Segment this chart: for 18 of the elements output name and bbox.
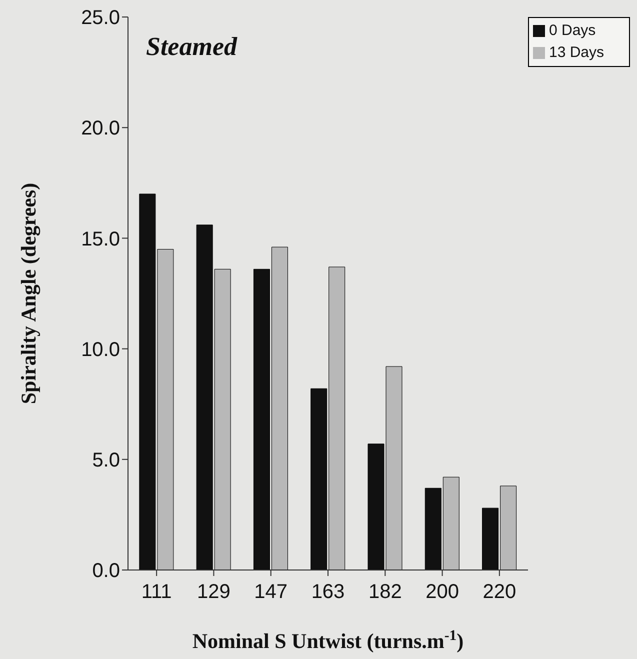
legend-label: 0 Days [549,22,596,39]
y-tick-label: 20.0 [81,118,120,140]
y-tick-label: 5.0 [92,450,120,472]
y-axis-title: Spirality Angle (degrees) [16,182,40,404]
y-tick-label: 15.0 [81,228,120,250]
x-tick-label: 147 [254,581,288,604]
text: Steamed [146,32,237,62]
legend-label: 13 Days [549,44,604,61]
y-tick-label: 25.0 [81,7,120,30]
x-axis-title: Nominal S Untwist (turns.m$^{-1}$) [192,628,464,653]
x-tick-label: 111 [141,581,172,604]
x-tick-label: 182 [368,581,402,604]
x-tick-label: 129 [197,581,230,604]
x-tick-label: 163 [311,581,345,604]
x-tick-label: 200 [426,581,459,604]
y-tick-label: 10.0 [81,338,120,361]
x-tick-label: 220 [482,581,516,604]
y-tick-label: 0.0 [92,560,120,582]
